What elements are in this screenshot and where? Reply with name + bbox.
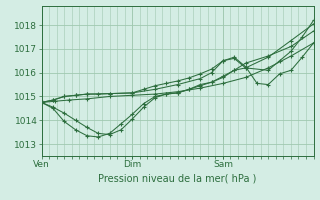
X-axis label: Pression niveau de la mer( hPa ): Pression niveau de la mer( hPa ) — [99, 173, 257, 183]
